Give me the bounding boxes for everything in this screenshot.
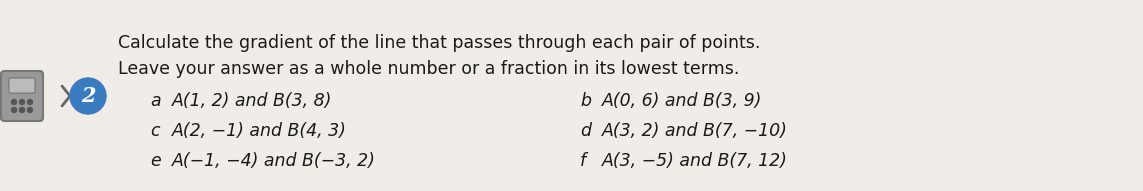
Text: A(−1, −4) and B(−3, 2): A(−1, −4) and B(−3, 2) (171, 152, 376, 170)
Text: A(2, −1) and B(4, 3): A(2, −1) and B(4, 3) (171, 122, 346, 140)
Text: a: a (150, 92, 161, 110)
Circle shape (19, 100, 24, 104)
Text: e: e (150, 152, 161, 170)
Text: d: d (580, 122, 591, 140)
Circle shape (11, 108, 16, 112)
FancyBboxPatch shape (1, 71, 43, 121)
Circle shape (70, 78, 106, 114)
Circle shape (11, 100, 16, 104)
Text: A(0, 6) and B(3, 9): A(0, 6) and B(3, 9) (602, 92, 762, 110)
Circle shape (27, 108, 32, 112)
Text: b: b (580, 92, 591, 110)
Text: 2: 2 (81, 86, 95, 106)
Text: Calculate the gradient of the line that passes through each pair of points.: Calculate the gradient of the line that … (118, 34, 760, 52)
Text: A(1, 2) and B(3, 8): A(1, 2) and B(3, 8) (171, 92, 333, 110)
Text: c: c (150, 122, 160, 140)
Circle shape (27, 100, 32, 104)
Text: f: f (580, 152, 586, 170)
Text: A(3, 2) and B(7, −10): A(3, 2) and B(7, −10) (602, 122, 788, 140)
Circle shape (19, 108, 24, 112)
Text: A(3, −5) and B(7, 12): A(3, −5) and B(7, 12) (602, 152, 788, 170)
FancyBboxPatch shape (9, 78, 35, 93)
Text: Leave your answer as a whole number or a fraction in its lowest terms.: Leave your answer as a whole number or a… (118, 60, 740, 78)
